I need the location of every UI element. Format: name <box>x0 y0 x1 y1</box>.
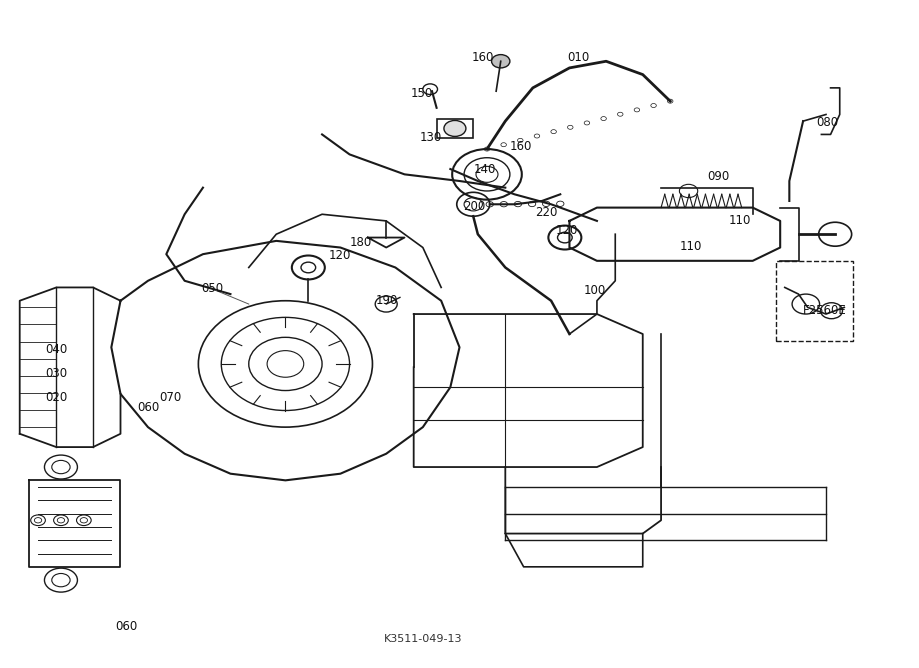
Text: 130: 130 <box>420 131 442 144</box>
Text: 020: 020 <box>45 391 68 403</box>
Text: 090: 090 <box>707 170 729 183</box>
Text: 140: 140 <box>473 162 495 176</box>
Text: 160: 160 <box>471 51 494 64</box>
Text: K3511-049-13: K3511-049-13 <box>383 634 462 644</box>
Circle shape <box>492 55 510 68</box>
Text: 110: 110 <box>729 214 751 227</box>
Text: 110: 110 <box>679 240 702 253</box>
Text: 050: 050 <box>201 283 223 295</box>
Text: 120: 120 <box>556 224 578 237</box>
Text: 150: 150 <box>411 87 433 100</box>
Text: 060: 060 <box>137 401 159 413</box>
Circle shape <box>444 120 466 136</box>
Text: 070: 070 <box>159 391 181 403</box>
Bar <box>776 261 854 341</box>
Text: 010: 010 <box>568 51 590 64</box>
Text: 190: 190 <box>375 294 398 307</box>
Text: 040: 040 <box>45 343 68 356</box>
Text: 030: 030 <box>45 367 67 380</box>
Text: 060: 060 <box>115 620 137 633</box>
Text: F2560E: F2560E <box>803 304 846 317</box>
Text: 120: 120 <box>328 249 351 262</box>
Text: 080: 080 <box>816 116 838 129</box>
Text: 220: 220 <box>535 206 557 218</box>
Text: 200: 200 <box>463 200 485 213</box>
Bar <box>437 119 473 138</box>
Text: 180: 180 <box>349 236 372 249</box>
Text: 100: 100 <box>584 285 607 297</box>
Text: 160: 160 <box>510 140 532 153</box>
